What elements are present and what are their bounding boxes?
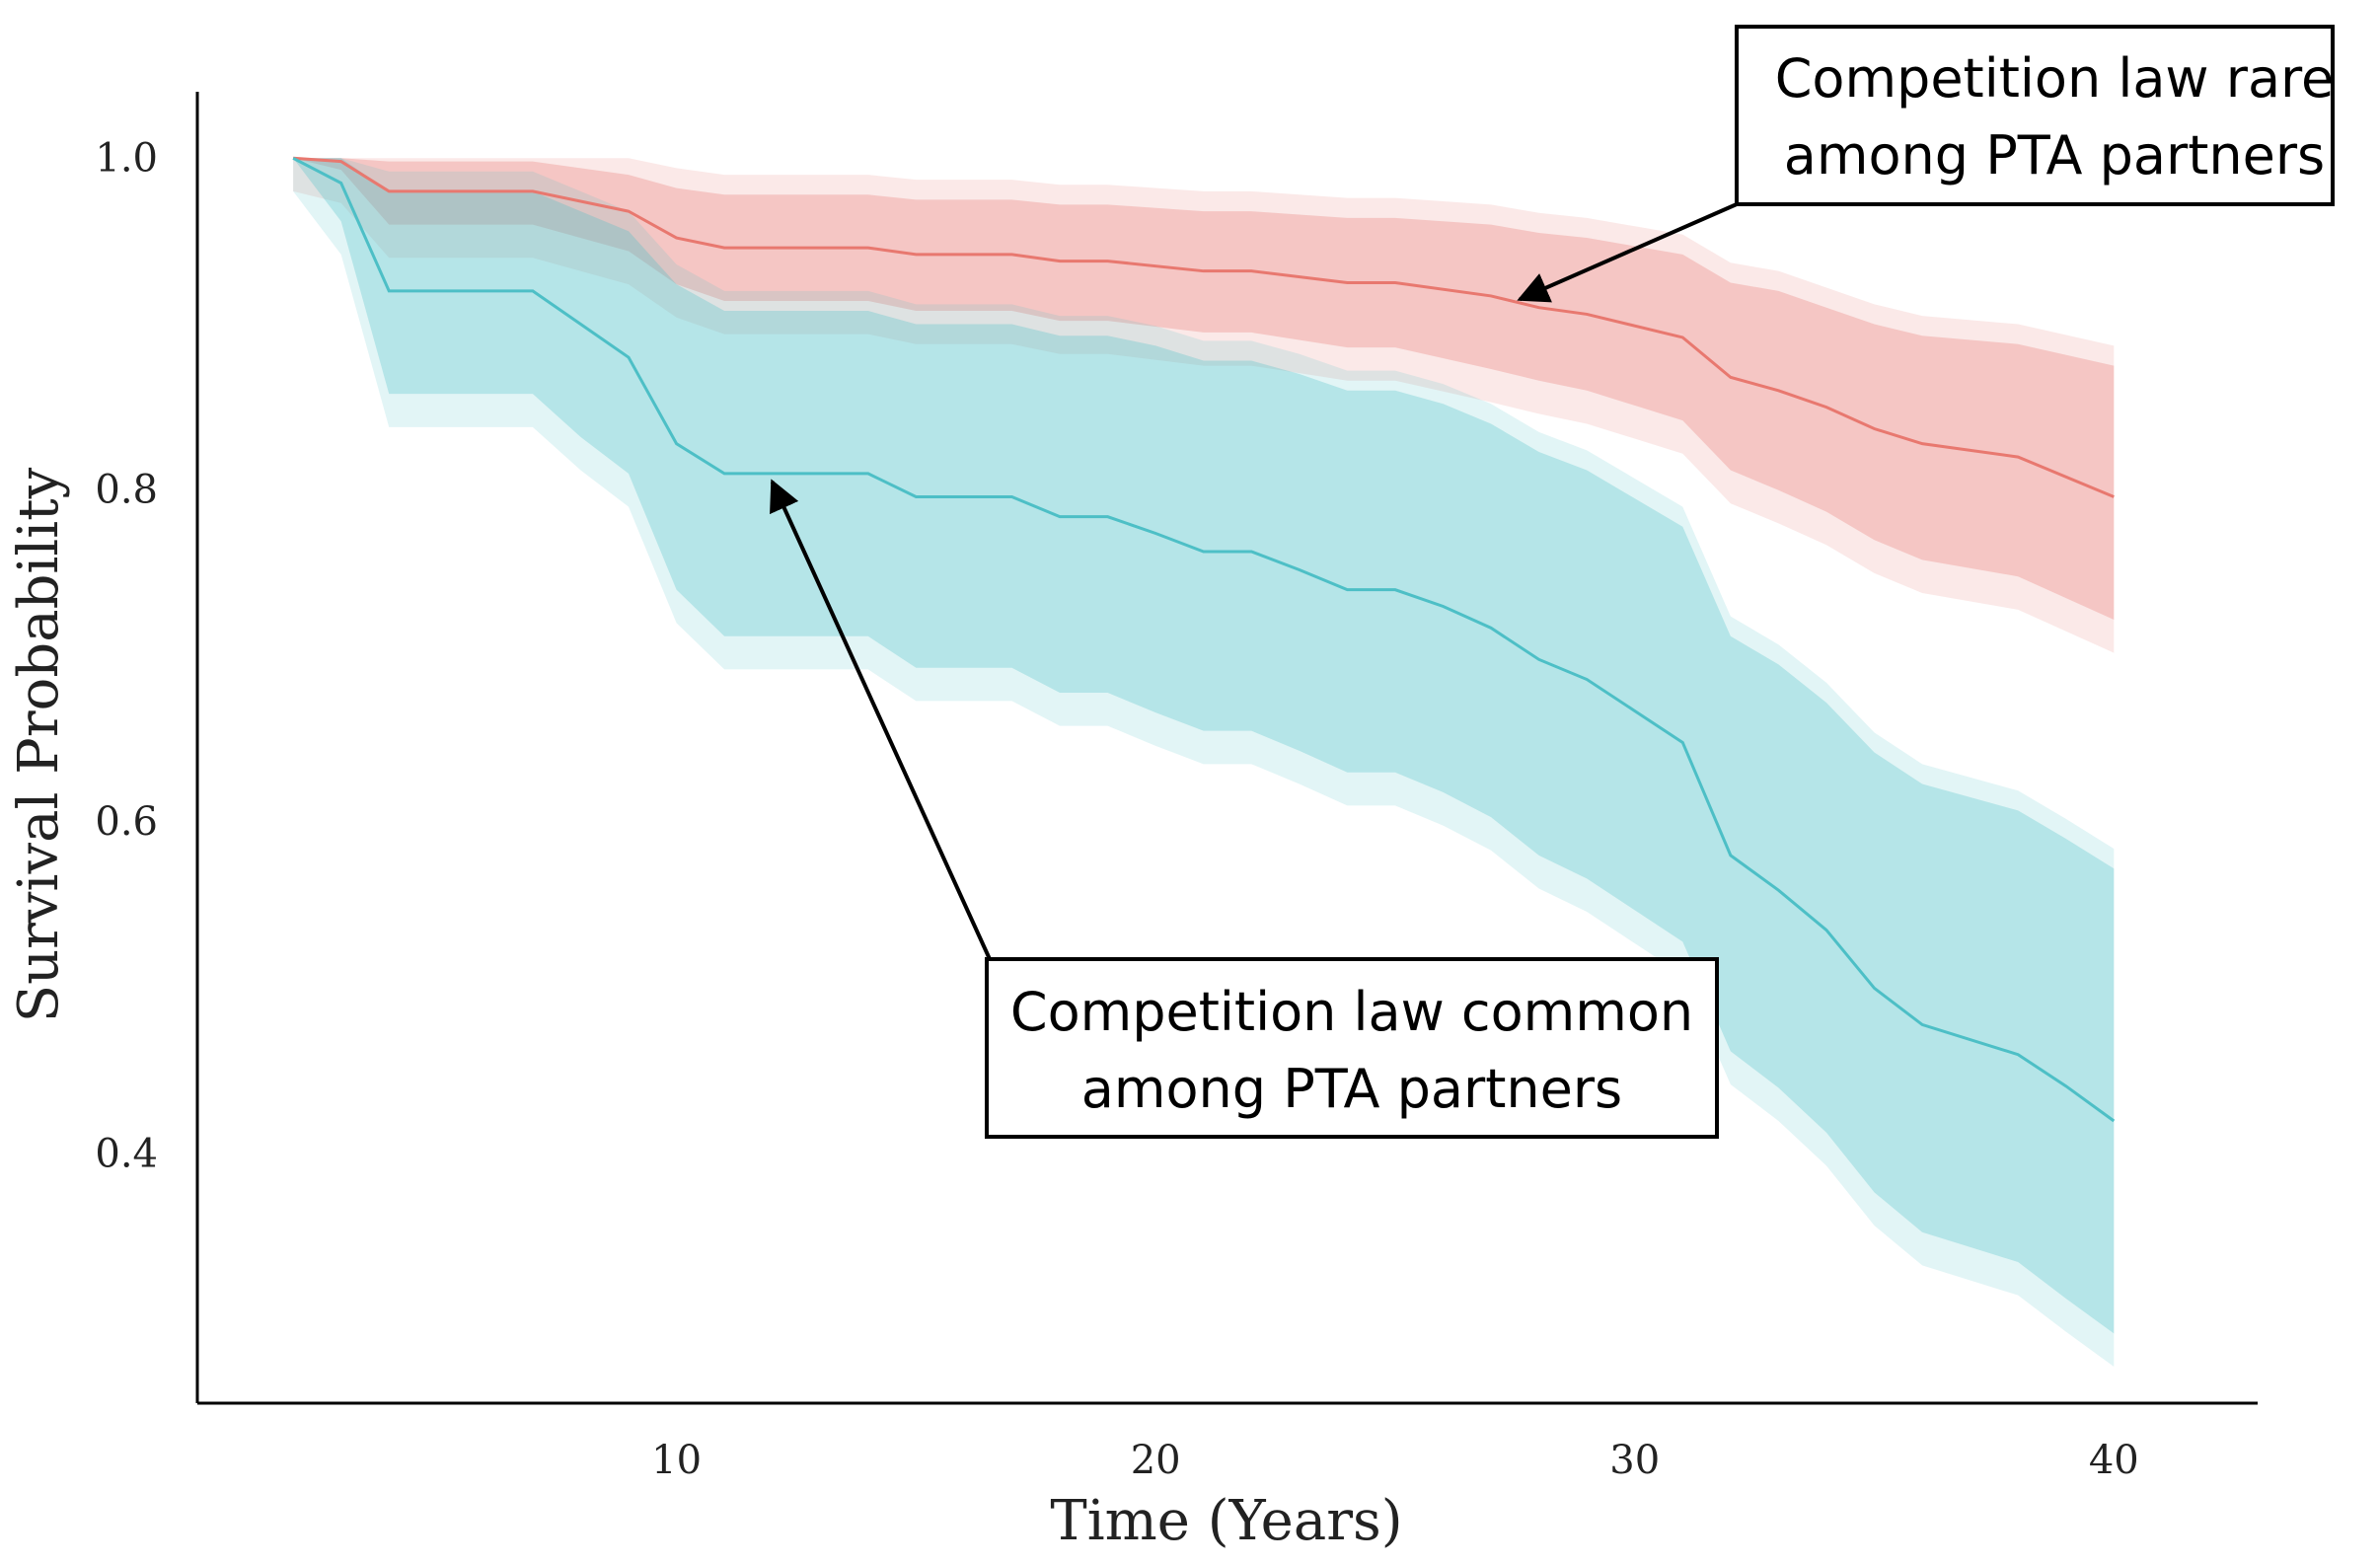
axes [195, 92, 2258, 1405]
survival-line-common [292, 156, 2116, 1123]
outer-band-rare [293, 158, 2115, 653]
y-tick-label: 0.6 [95, 799, 158, 845]
x-tick-label: 20 [1131, 1438, 1181, 1483]
y-axis-title: Survival Probability [7, 467, 71, 1022]
outer-band-common [293, 158, 2115, 1367]
survival-line-rare [293, 156, 2115, 498]
y-tick-labels: 0.4 0.6 0.8 1.0 [95, 135, 158, 1176]
annotation-rare-arrow [1517, 202, 1738, 303]
annotation-rare-line-2: among PTA partners [1784, 124, 2325, 186]
annotation-rare: Competition law rare among PTA partners [1517, 25, 2335, 303]
annotation-common-line-2: among PTA partners [1081, 1058, 1622, 1120]
x-tick-label: 10 [651, 1438, 702, 1483]
x-axis-title: Time (Years) [1050, 1489, 1402, 1553]
y-tick-label: 0.8 [95, 468, 158, 513]
y-tick-label: 1.0 [95, 135, 158, 181]
x-tick-label: 40 [2089, 1438, 2139, 1483]
x-tick-labels: 10 20 30 40 [651, 1438, 2139, 1483]
ci-band-rare [293, 158, 2115, 620]
annotation-common-arrow [770, 479, 992, 960]
x-tick-label: 30 [1609, 1438, 1660, 1483]
annotation-rare-box [1735, 25, 2335, 206]
confidence-bands [293, 158, 2115, 1367]
ci-band-common [293, 158, 2115, 1334]
y-tick-label: 0.4 [95, 1132, 158, 1177]
annotation-common-box [985, 957, 1719, 1139]
annotation-common: Competition law common among PTA partner… [770, 479, 1719, 1139]
annotation-common-line-1: Competition law common [1010, 981, 1693, 1043]
annotation-rare-line-1: Competition law rare [1775, 47, 2335, 110]
survival-lines [292, 156, 2116, 1123]
